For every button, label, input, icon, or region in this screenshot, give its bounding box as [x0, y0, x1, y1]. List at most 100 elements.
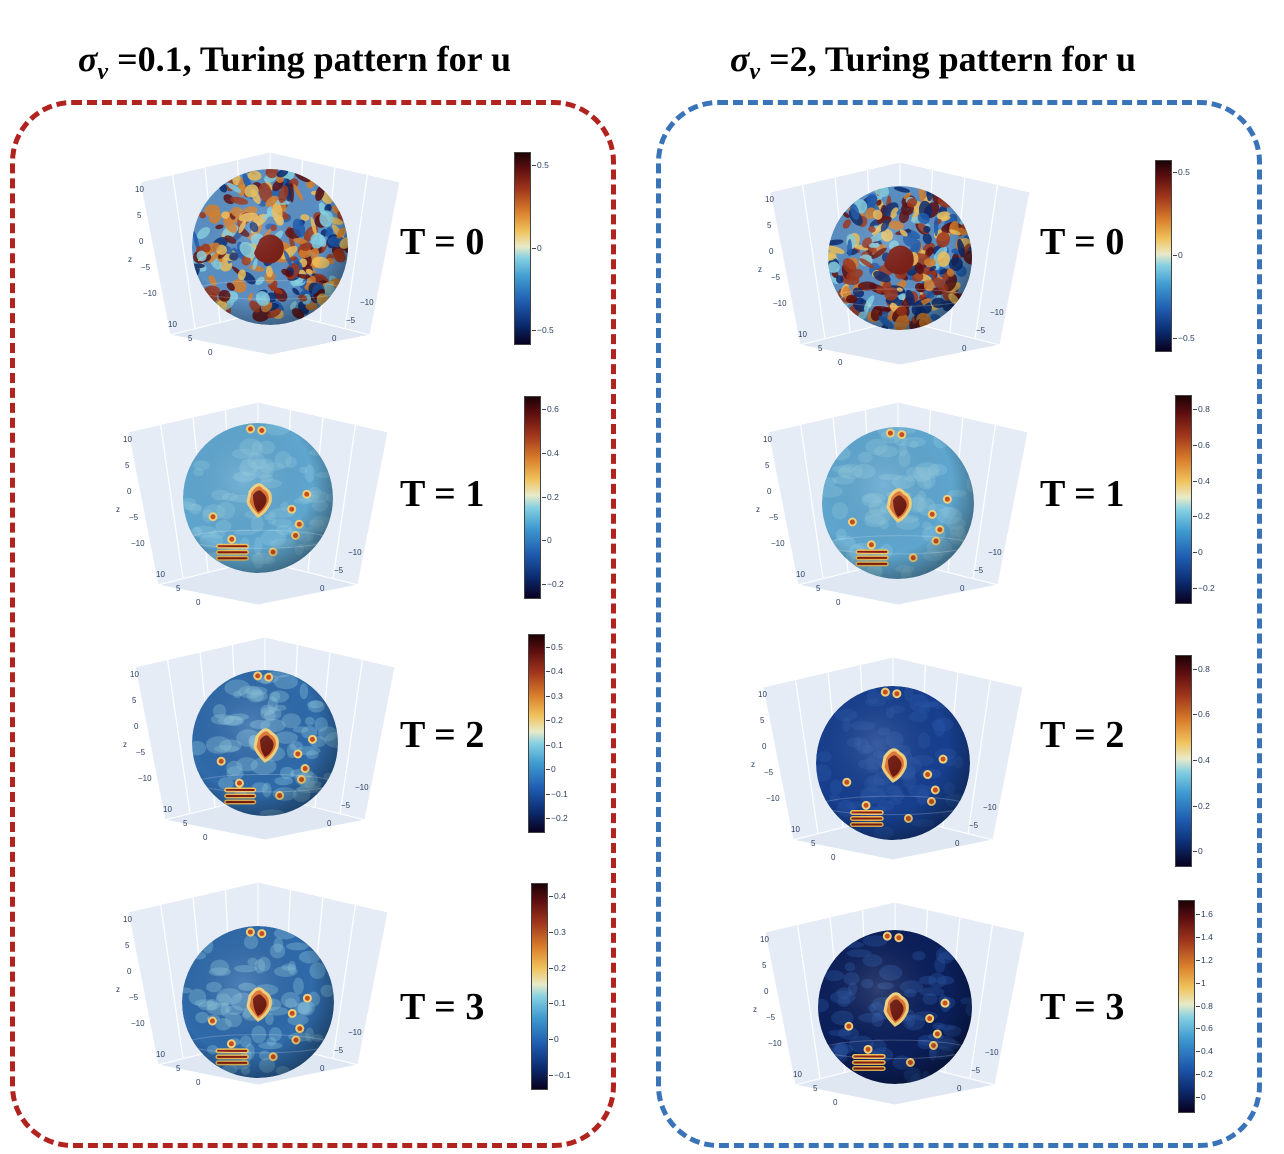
time-label-col1-t1: T = 1 — [1040, 473, 1125, 515]
y-axis-tick: −10 — [348, 1028, 362, 1037]
colorbar-gradient — [1178, 900, 1195, 1113]
colorbar-tick-label: 0.4 — [1193, 475, 1210, 486]
z-axis-tick: −10 — [768, 1039, 782, 1048]
sphere-plot-col1-t3: 10 5 0 −5 −10 z 10 5 0 −10 −5 0 — [753, 901, 1026, 1107]
colorbar-tick-label: 0.4 — [1196, 1046, 1213, 1057]
colorbar-tick-label: 0.2 — [1193, 511, 1210, 522]
x-axis-tick: 10 — [791, 825, 800, 834]
y-axis-tick: 0 — [320, 584, 325, 593]
colorbar-tick-label: 0.2 — [549, 962, 566, 973]
y-axis-tick: −10 — [985, 1048, 999, 1057]
y-axis-tick: −5 — [334, 566, 344, 575]
x-axis-tick: 10 — [798, 330, 807, 339]
colorbar-tick-label: −0.1 — [549, 1069, 571, 1080]
y-axis-tick: 0 — [957, 1084, 962, 1093]
z-axis-tick: −10 — [138, 774, 152, 783]
z-axis-tick: −10 — [766, 794, 780, 803]
sphere-surface — [183, 423, 333, 573]
sphere-plot-col0-t1: 10 5 0 −5 −10 z 10 5 0 −10 −5 0 — [116, 401, 389, 607]
z-axis-label: z — [758, 265, 762, 274]
sphere-plot-col0-t0: 10 5 0 −5 −10 z 10 5 0 −10 −5 0 — [128, 151, 401, 357]
x-axis-tick: 5 — [813, 1084, 818, 1093]
z-axis-tick: −5 — [129, 513, 139, 522]
z-axis-tick: −10 — [773, 299, 787, 308]
time-label-col0-t2: T = 2 — [400, 714, 485, 756]
colorbar-tick-label: 0.5 — [1173, 167, 1190, 178]
z-axis-tick: −5 — [766, 1013, 776, 1022]
z-axis-tick: 10 — [758, 690, 767, 699]
x-axis-tick: 0 — [838, 358, 843, 367]
colorbar-gradient — [514, 152, 531, 345]
colorbar-tick-label: 0 — [532, 242, 542, 253]
sphere-surface — [816, 686, 970, 840]
colorbar-tick-label: −0.5 — [1173, 332, 1195, 343]
sphere-plot-col1-t1: 10 5 0 −5 −10 z 10 5 0 −10 −5 0 — [756, 401, 1029, 607]
x-axis-tick: 0 — [196, 598, 201, 607]
x-axis-tick: 5 — [188, 334, 193, 343]
y-axis-tick: −5 — [334, 1046, 344, 1055]
y-axis-tick: −5 — [969, 821, 979, 830]
z-axis-tick: −5 — [136, 748, 146, 757]
x-axis-tick: 0 — [831, 853, 836, 862]
left-column-title: σv =0.1, Turing pattern for u — [78, 39, 511, 86]
colorbar-tick-label: 0.5 — [532, 159, 549, 170]
colorbar-tick-label: 0.2 — [1193, 800, 1210, 811]
y-axis-tick: −10 — [988, 548, 1002, 557]
colorbar-tick-label: 0.2 — [546, 715, 563, 726]
colorbar-tick-label: 0.4 — [1193, 755, 1210, 765]
sphere-plot-col1-t0: 10 5 0 −5 −10 z 10 5 0 −10 −5 0 — [758, 161, 1031, 367]
z-axis-tick: 5 — [767, 221, 772, 230]
colorbar-tick-label: 0.4 — [546, 666, 563, 677]
z-axis-tick: 0 — [134, 722, 139, 731]
time-label-col1-t3: T = 3 — [1040, 986, 1125, 1028]
time-label-col0-t3: T = 3 — [400, 986, 485, 1028]
z-axis-tick: 0 — [767, 487, 772, 496]
colorbar-tick-label: 1.2 — [1196, 954, 1213, 965]
z-axis-tick: −10 — [771, 539, 785, 548]
colorbar-gradient — [528, 634, 545, 833]
z-axis-label: z — [756, 505, 760, 514]
sphere-plot-col0-t2: 10 5 0 −5 −10 z 10 5 0 −10 −5 0 — [123, 636, 396, 842]
y-axis-tick: −10 — [355, 783, 369, 792]
left-group-box — [10, 100, 616, 1148]
colorbar-tick-label: 0.8 — [1193, 663, 1210, 674]
colorbar-tick-label: −0.2 — [546, 813, 568, 824]
colorbar-tick-label: 0.6 — [1193, 709, 1210, 720]
x-axis-tick: 0 — [196, 1078, 201, 1087]
colorbar-tick-label: 0.8 — [1196, 1000, 1213, 1011]
z-axis-tick: 5 — [137, 211, 142, 220]
sphere-surface — [192, 169, 348, 325]
time-label-col0-t0: T = 0 — [400, 221, 485, 263]
z-axis-tick: 0 — [127, 967, 132, 976]
z-axis-tick: 5 — [762, 961, 767, 970]
y-axis-tick: 0 — [960, 584, 965, 593]
colorbar-tick-label: 0 — [1193, 547, 1203, 558]
z-axis-label: z — [116, 505, 120, 514]
colorbar-tick-label: 0.6 — [542, 404, 559, 415]
colorbar-tick-label: 0.4 — [549, 891, 566, 902]
z-axis-tick: 5 — [125, 461, 130, 470]
sphere-surface — [822, 427, 974, 579]
x-axis-tick: 0 — [203, 833, 208, 842]
colorbar-tick-label: 0.1 — [546, 739, 563, 750]
z-axis-tick: −10 — [143, 289, 157, 298]
sphere-surface — [818, 930, 972, 1084]
z-axis-tick: −5 — [764, 768, 774, 777]
colorbar-tick-label: 0 — [542, 535, 552, 546]
z-axis-tick: 10 — [123, 435, 132, 444]
y-axis-tick: 0 — [962, 344, 967, 353]
y-axis-tick: 0 — [955, 839, 960, 848]
colorbar-gradient — [531, 883, 548, 1090]
x-axis-tick: 5 — [183, 819, 188, 828]
colorbar-tick-label: 0 — [546, 764, 556, 775]
colorbar-tick-label: 0 — [1173, 250, 1183, 260]
z-axis-tick: −10 — [131, 1019, 145, 1028]
colorbar-tick-label: 0.6 — [1193, 439, 1210, 450]
z-axis-tick: 0 — [764, 987, 769, 996]
colorbar-tick-label: 0.6 — [1196, 1023, 1213, 1034]
x-axis-tick: 10 — [793, 1070, 802, 1079]
x-axis-tick: 0 — [833, 1098, 838, 1107]
colorbar-tick-label: −0.2 — [542, 578, 564, 589]
x-axis-tick: 0 — [836, 598, 841, 607]
x-axis-tick: 10 — [156, 570, 165, 579]
